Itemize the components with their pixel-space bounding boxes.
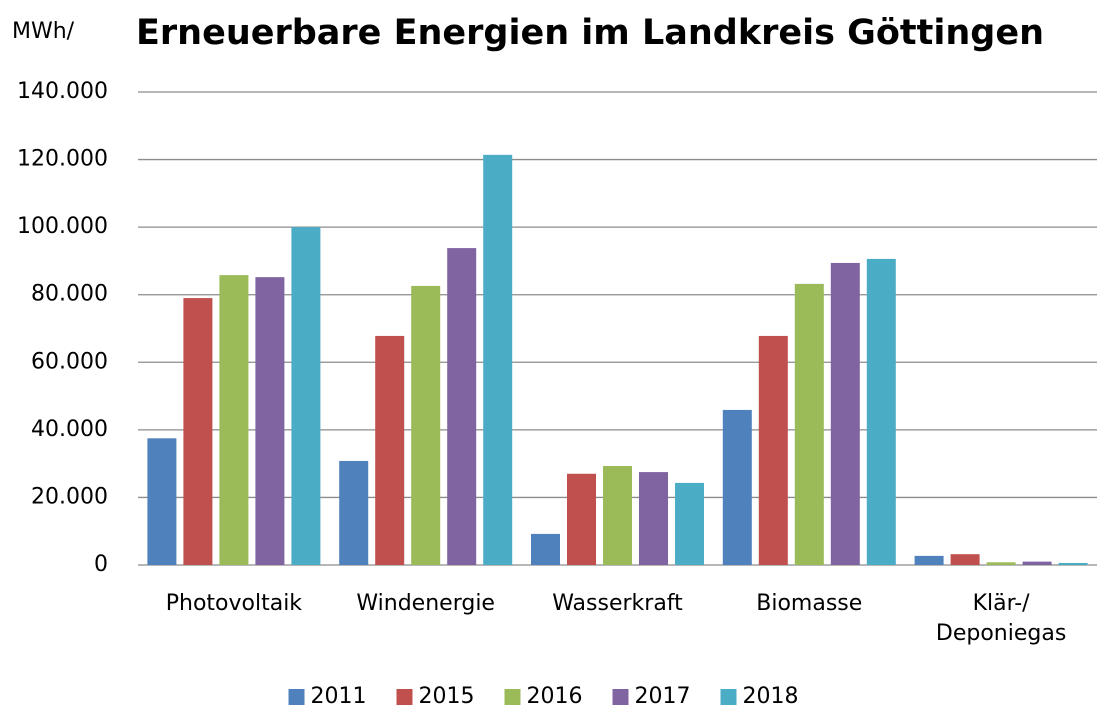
- bar: [866, 258, 896, 565]
- bar: [339, 460, 369, 565]
- y-tick-label: 0: [94, 552, 108, 577]
- bar: [183, 298, 213, 565]
- legend-swatch: [504, 689, 521, 705]
- bar: [219, 275, 249, 565]
- bar: [291, 227, 321, 565]
- y-axis-label: MWh/: [12, 19, 75, 44]
- x-tick-label: Windenergie: [356, 591, 495, 616]
- bar: [411, 285, 441, 565]
- bar: [567, 473, 596, 565]
- bar: [1058, 562, 1088, 565]
- y-tick-label: 40.000: [31, 417, 108, 442]
- legend-label: 2011: [311, 684, 367, 709]
- bar: [603, 466, 632, 565]
- bar: [758, 335, 788, 565]
- bar: [531, 533, 560, 565]
- bar: [986, 562, 1016, 565]
- y-tick-label: 100.000: [17, 214, 108, 239]
- legend-swatch: [396, 689, 413, 705]
- y-tick-label: 60.000: [31, 349, 108, 374]
- bar: [950, 554, 980, 565]
- y-tick-label: 120.000: [17, 147, 108, 172]
- bar: [255, 277, 285, 565]
- bar: [914, 555, 944, 565]
- bar: [1022, 561, 1052, 565]
- x-tick-label: Klär-/ Deponiegas: [935, 591, 1067, 646]
- legend-label: 2017: [635, 684, 691, 709]
- bar: [447, 248, 477, 565]
- legend-label: 2016: [527, 684, 583, 709]
- legend-swatch: [720, 689, 737, 705]
- legend-label: 2015: [419, 684, 475, 709]
- bar: [483, 154, 513, 565]
- y-tick-label: 20.000: [31, 484, 108, 509]
- bar: [675, 482, 704, 565]
- x-tick-label: Biomasse: [756, 591, 863, 616]
- legend-swatch: [288, 689, 305, 705]
- chart-title: Erneuerbare Energien im Landkreis Göttin…: [136, 13, 1044, 53]
- y-tick-label: 80.000: [31, 282, 108, 307]
- x-tick-label: Photovoltaik: [165, 591, 303, 616]
- legend-label: 2018: [743, 684, 799, 709]
- bar: [794, 283, 824, 565]
- legend-swatch: [612, 689, 629, 705]
- bar: [375, 335, 405, 565]
- bar: [830, 262, 860, 565]
- x-tick-label: Wasserkraft: [552, 591, 683, 616]
- y-tick-label: 140.000: [17, 79, 108, 104]
- bar: [147, 438, 177, 565]
- bar: [639, 472, 668, 565]
- bar: [722, 409, 752, 565]
